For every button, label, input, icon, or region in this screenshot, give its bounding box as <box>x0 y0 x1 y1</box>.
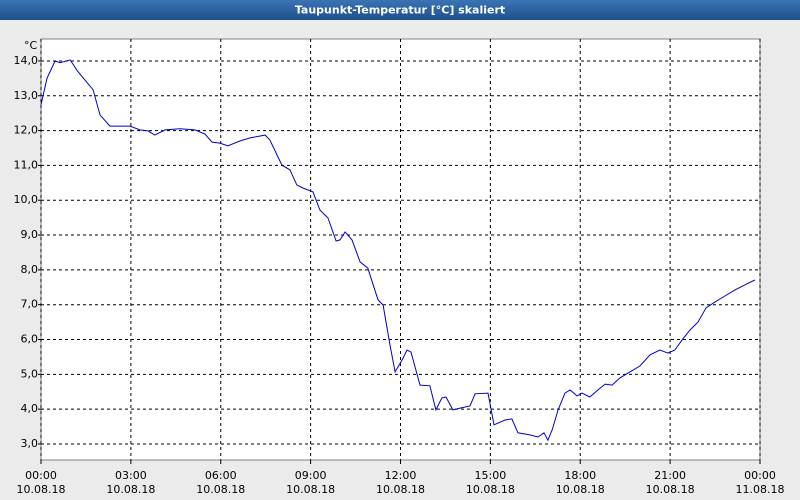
x-tick-label: 00:00 <box>744 469 776 482</box>
x-tick-label: 21:00 <box>654 469 686 482</box>
y-tick-label: 13,0 <box>14 89 39 102</box>
y-tick-label: 8,0 <box>21 263 39 276</box>
x-tick-date: 10.08.18 <box>106 483 155 496</box>
x-tick-label: 00:00 <box>25 469 57 482</box>
x-tick-date: 10.08.18 <box>17 483 66 496</box>
x-tick-date: 10.08.18 <box>376 483 425 496</box>
x-tick-label: 12:00 <box>385 469 417 482</box>
y-tick-label: 6,0 <box>21 333 39 346</box>
x-tick-label: 09:00 <box>295 469 327 482</box>
x-tick-date: 10.08.18 <box>196 483 245 496</box>
y-tick-label: 5,0 <box>21 367 39 380</box>
y-tick-label: 11,0 <box>14 158 39 171</box>
x-tick-date: 10.08.18 <box>646 483 695 496</box>
title-bar <box>0 0 800 20</box>
y-unit: °C <box>24 39 38 52</box>
y-tick-label: 3,0 <box>21 437 39 450</box>
x-tick-date: 10.08.18 <box>286 483 335 496</box>
x-tick-date: 11.08.18 <box>736 483 785 496</box>
y-tick-label: 4,0 <box>21 402 39 415</box>
x-tick-label: 03:00 <box>115 469 147 482</box>
x-tick-label: 18:00 <box>564 469 596 482</box>
y-tick-label: 12,0 <box>14 124 39 137</box>
y-tick-label: 14,0 <box>14 54 39 67</box>
y-tick-label: 7,0 <box>21 298 39 311</box>
data-line <box>40 59 756 442</box>
y-tick-label: 9,0 <box>21 228 39 241</box>
x-tick-date: 10.08.18 <box>556 483 605 496</box>
x-tick-label: 15:00 <box>475 469 507 482</box>
x-tick-date: 10.08.18 <box>466 483 515 496</box>
y-tick-label: 10,0 <box>14 193 39 206</box>
x-tick-label: 06:00 <box>205 469 237 482</box>
chart-title: Taupunkt-Temperatur [°C] skaliert <box>295 4 505 17</box>
